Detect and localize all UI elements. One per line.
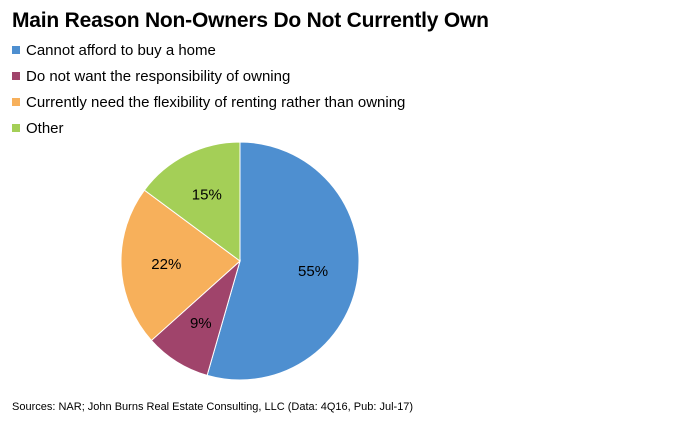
legend-swatch-other bbox=[12, 124, 20, 132]
legend-label-cannot-afford: Cannot afford to buy a home bbox=[26, 41, 216, 59]
pie-label-no-responsibility: 9% bbox=[190, 315, 212, 332]
legend-label-flexibility: Currently need the flexibility of rentin… bbox=[26, 93, 406, 111]
legend-item-cannot-afford: Cannot afford to buy a home bbox=[12, 37, 405, 63]
pie-label-other: 15% bbox=[192, 187, 222, 204]
legend-item-flexibility: Currently need the flexibility of rentin… bbox=[12, 89, 405, 115]
pie-label-cannot-afford: 55% bbox=[298, 263, 328, 280]
legend-item-other: Other bbox=[12, 115, 405, 141]
source-note: Sources: NAR; John Burns Real Estate Con… bbox=[12, 401, 414, 413]
legend-swatch-no-responsibility bbox=[12, 72, 20, 80]
legend-label-other: Other bbox=[26, 119, 64, 137]
pie-slices bbox=[120, 141, 360, 381]
chart-title: Main Reason Non-Owners Do Not Currently … bbox=[12, 9, 489, 32]
legend-swatch-flexibility bbox=[12, 98, 20, 106]
legend: Cannot afford to buy a home Do not want … bbox=[12, 37, 405, 141]
pie-chart: 55% 9% 22% 15% bbox=[120, 141, 360, 381]
legend-label-no-responsibility: Do not want the responsibility of owning bbox=[26, 67, 291, 85]
pie-label-flexibility: 22% bbox=[151, 256, 181, 273]
legend-swatch-cannot-afford bbox=[12, 46, 20, 54]
pie-data-labels: 55% 9% 22% 15% bbox=[151, 187, 328, 332]
legend-item-no-responsibility: Do not want the responsibility of owning bbox=[12, 63, 405, 89]
pie-slice-other bbox=[143, 141, 241, 262]
pie-slice-cannot-afford bbox=[206, 141, 360, 381]
pie-slice-flexibility bbox=[120, 189, 241, 342]
